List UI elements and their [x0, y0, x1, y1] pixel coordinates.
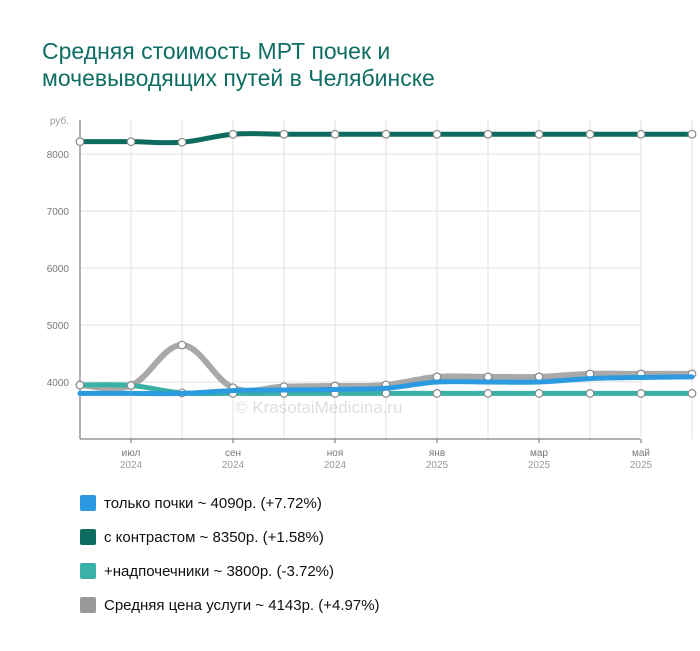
- data-point-2: [177, 137, 187, 147]
- series-line-1: [77, 374, 695, 397]
- data-point-2: [534, 129, 544, 139]
- chart-title-line-1: Средняя стоимость МРТ почек и: [42, 38, 391, 64]
- x-tick-label-month: май: [632, 448, 650, 459]
- data-point-2: [126, 137, 136, 147]
- chart-title-line-2: мочевыводящих путей в Челябинске: [42, 65, 435, 91]
- data-point-3: [585, 389, 595, 398]
- y-unit-label: руб.: [50, 115, 69, 127]
- data-point-3: [483, 389, 493, 398]
- legend-swatch: [80, 563, 96, 579]
- y-tick-label: 4000: [47, 378, 70, 389]
- data-point-3: [636, 389, 646, 398]
- legend-swatch: [80, 495, 96, 511]
- chart-legend: только почки ~ 4090р. (+7.72%) с контраст…: [80, 486, 380, 622]
- legend-item-2[interactable]: с контрастом ~ 8350р. (+1.58%): [80, 520, 380, 554]
- legend-label: только почки ~ 4090р. (+7.72%): [104, 494, 322, 512]
- x-tick-label-month: янв: [429, 448, 445, 459]
- data-point-2: [75, 137, 85, 147]
- data-point-4: [177, 340, 187, 350]
- legend-swatch: [80, 529, 96, 545]
- data-point-3: [126, 381, 136, 390]
- y-tick-label: 6000: [47, 264, 70, 275]
- data-point-2: [330, 129, 340, 139]
- x-tick-label-year: 2025: [630, 460, 653, 471]
- legend-label: Средняя цена услуги ~ 4143р. (+4.97%): [104, 596, 380, 614]
- data-point-2: [687, 129, 697, 139]
- data-point-2: [381, 129, 391, 139]
- data-point-2: [483, 129, 493, 139]
- data-point-2: [636, 129, 646, 139]
- x-tick-label-month: мар: [530, 448, 548, 459]
- x-tick-label-month: ноя: [327, 448, 344, 459]
- y-tick-label: 8000: [47, 150, 70, 161]
- legend-item-3[interactable]: +надпочечники ~ 3800р. (-3.72%): [80, 554, 380, 588]
- data-point-3: [534, 389, 544, 398]
- y-tick-label: 5000: [47, 321, 70, 332]
- data-point-3: [75, 380, 85, 390]
- x-tick-label-year: 2025: [426, 460, 449, 471]
- x-tick-label-month: сен: [225, 448, 241, 459]
- x-tick-label-year: 2024: [222, 460, 245, 471]
- data-point-2: [585, 129, 595, 139]
- x-tick-label-year: 2024: [120, 460, 143, 471]
- watermark: © KrasotaiMedicina.ru: [235, 398, 403, 417]
- legend-swatch: [80, 597, 96, 613]
- legend-item-4[interactable]: Средняя цена услуги ~ 4143р. (+4.97%): [80, 588, 380, 622]
- x-tick-label-month: июл: [122, 448, 141, 459]
- legend-label: +надпочечники ~ 3800р. (-3.72%): [104, 562, 335, 580]
- chart-title: Средняя стоимость МРТ почек и мочевыводя…: [42, 38, 642, 92]
- legend-item-1[interactable]: только почки ~ 4090р. (+7.72%): [80, 486, 380, 520]
- x-tick-label-year: 2025: [528, 460, 551, 471]
- data-point-2: [432, 129, 442, 139]
- legend-label: с контрастом ~ 8350р. (+1.58%): [104, 528, 324, 546]
- data-point-2: [279, 129, 289, 139]
- data-point-3: [432, 389, 442, 398]
- line-chart: 40005000600070008000руб.июл2024сен2024но…: [47, 115, 697, 471]
- y-tick-label: 7000: [47, 207, 70, 218]
- data-point-3: [687, 389, 697, 398]
- x-tick-label-year: 2024: [324, 460, 347, 471]
- data-point-2: [228, 129, 238, 139]
